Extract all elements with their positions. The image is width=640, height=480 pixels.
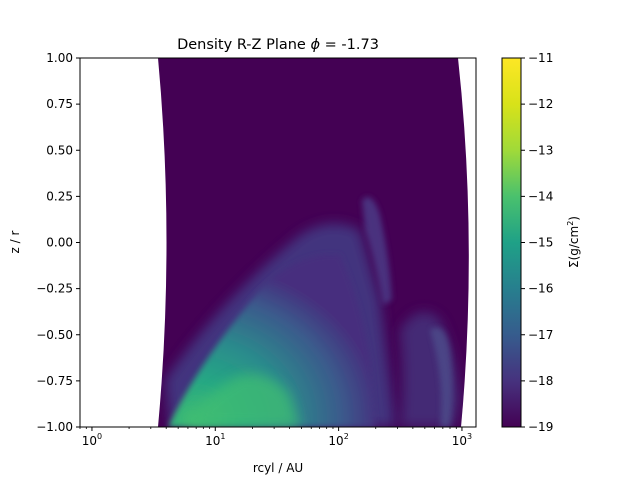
colorbar-axis: −11 −12 −13 −14 −15 −16 −17 −18 −19 — [521, 51, 553, 434]
colorbar-tick-label: −12 — [528, 97, 553, 111]
colorbar-tick-label: −19 — [528, 420, 553, 434]
chart-title: Density R-Z Plane ϕ = -1.73 — [177, 37, 379, 53]
y-tick-label: −1.00 — [36, 420, 73, 434]
y-tick-label: 0.50 — [46, 143, 73, 157]
colorbar-tick-label: −16 — [528, 282, 553, 296]
y-tick-label: 0.25 — [46, 189, 73, 203]
y-axis-label: z / r — [8, 230, 22, 253]
y-tick-label: −0.75 — [36, 374, 73, 388]
y-tick-label: −0.25 — [36, 282, 73, 296]
y-tick-label: 1.00 — [46, 51, 73, 65]
colorbar-tick-label: −18 — [528, 374, 553, 388]
upper-streamer — [362, 197, 392, 305]
x-tick-label: 100 — [82, 432, 102, 448]
x-tick-label: 102 — [328, 432, 348, 448]
y-tick-label: −0.50 — [36, 328, 73, 342]
y-axis: 1.00 0.75 0.50 0.25 0.00 −0.25 −0.50 −0.75 −1.00 — [36, 51, 80, 434]
x-tick-label: 101 — [205, 432, 225, 448]
density-core — [185, 374, 300, 427]
x-tick-label: 103 — [452, 432, 472, 448]
y-tick-label: 0.75 — [46, 97, 73, 111]
colorbar-tick-label: −15 — [528, 236, 553, 250]
density-wedge — [168, 254, 375, 427]
colorbar — [501, 57, 522, 428]
heatmap-area — [158, 58, 469, 427]
colorbar-tick-label: −14 — [528, 189, 553, 203]
y-tick-label: 0.00 — [46, 236, 73, 250]
x-axis: 100 101 102 103 — [79, 427, 472, 448]
colorbar-tick-label: −11 — [528, 51, 553, 65]
outer-streamer-line — [430, 327, 453, 427]
colorbar-tick-label: −17 — [528, 328, 553, 342]
colorbar-label: Σ(g/cm2) — [566, 216, 581, 268]
x-axis-label: rcyl / AU — [253, 461, 303, 475]
colorbar-tick-label: −13 — [528, 143, 553, 157]
